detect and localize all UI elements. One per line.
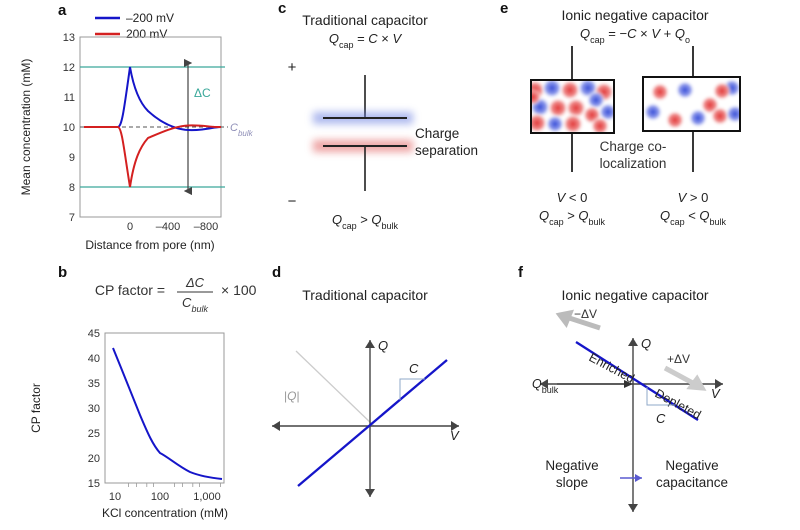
svg-text:200 mV: 200 mV — [126, 27, 167, 41]
svg-text:Q: Q — [378, 338, 388, 353]
svg-text:Negative: Negative — [545, 458, 598, 473]
svg-text:Traditional capacitor: Traditional capacitor — [302, 12, 428, 28]
svg-text:7: 7 — [69, 212, 75, 224]
svg-text:–800: –800 — [194, 221, 218, 233]
svg-text:capacitance: capacitance — [656, 475, 728, 490]
svg-text:CP factor: CP factor — [29, 383, 43, 433]
svg-text:V: V — [450, 428, 460, 443]
svg-text:Negative: Negative — [665, 458, 718, 473]
svg-text:40: 40 — [88, 353, 100, 365]
svg-text:Enriched: Enriched — [587, 350, 637, 386]
svg-text:V: V — [711, 386, 721, 401]
svg-text:Ionic negative capacitor: Ionic negative capacitor — [561, 7, 708, 23]
svg-text:−: − — [288, 193, 297, 210]
svg-text:+ΔV: +ΔV — [667, 352, 690, 366]
svg-text:slope: slope — [556, 475, 588, 490]
svg-text:separation: separation — [415, 143, 478, 158]
svg-text:10: 10 — [63, 122, 75, 134]
svg-text:Charge: Charge — [415, 126, 459, 141]
svg-text:8: 8 — [69, 182, 75, 194]
svg-text:11: 11 — [64, 92, 75, 104]
svg-text:Ionic negative capacitor: Ionic negative capacitor — [561, 287, 708, 303]
svg-text:35: 35 — [88, 378, 100, 390]
svg-text:20: 20 — [88, 453, 100, 465]
svg-text:V > 0: V > 0 — [678, 190, 709, 205]
svg-text:V < 0: V < 0 — [557, 190, 588, 205]
svg-text:100: 100 — [151, 491, 169, 503]
svg-text:45: 45 — [88, 328, 100, 340]
svg-text:13: 13 — [63, 32, 75, 44]
svg-text:Qcap = −C × V + Qo: Qcap = −C × V + Qo — [580, 26, 690, 45]
svg-text:9: 9 — [69, 152, 75, 164]
svg-text:ΔC: ΔC — [194, 86, 211, 100]
svg-text:+: + — [288, 59, 297, 76]
svg-text:Cbulk: Cbulk — [182, 295, 208, 314]
svg-text:Mean concentration (mM): Mean concentration (mM) — [19, 59, 33, 196]
svg-text:Qbulk: Qbulk — [532, 377, 559, 395]
svg-text:0: 0 — [127, 221, 133, 233]
svg-text:15: 15 — [88, 478, 100, 490]
svg-text:Qcap > Qbulk: Qcap > Qbulk — [332, 212, 399, 231]
svg-text:–400: –400 — [156, 221, 180, 233]
svg-text:localization: localization — [600, 156, 667, 171]
svg-text:30: 30 — [88, 403, 100, 415]
svg-text:10: 10 — [109, 491, 121, 503]
svg-text:–200 mV: –200 mV — [126, 11, 174, 25]
svg-text:Traditional capacitor: Traditional capacitor — [302, 287, 428, 303]
svg-text:Q: Q — [641, 336, 651, 351]
svg-text:25: 25 — [88, 428, 100, 440]
svg-text:C: C — [409, 361, 419, 376]
svg-text:C: C — [656, 411, 666, 426]
svg-text:−ΔV: −ΔV — [574, 307, 597, 321]
svg-text:Charge co-: Charge co- — [600, 139, 667, 154]
svg-text:KCl concentration (mM): KCl concentration (mM) — [102, 506, 228, 520]
svg-text:1,000: 1,000 — [193, 491, 221, 503]
svg-text:Qcap > Qbulk: Qcap > Qbulk — [539, 208, 606, 227]
svg-text:Qcap = C × V: Qcap = C × V — [329, 31, 403, 50]
svg-text:|Q|: |Q| — [284, 389, 300, 403]
svg-text:Distance from pore (nm): Distance from pore (nm) — [85, 238, 214, 252]
svg-text:Qcap < Qbulk: Qcap < Qbulk — [660, 208, 727, 227]
svg-text:ΔC: ΔC — [185, 275, 205, 290]
svg-text:12: 12 — [63, 62, 75, 74]
svg-text:CP factor =: CP factor = — [95, 282, 165, 298]
